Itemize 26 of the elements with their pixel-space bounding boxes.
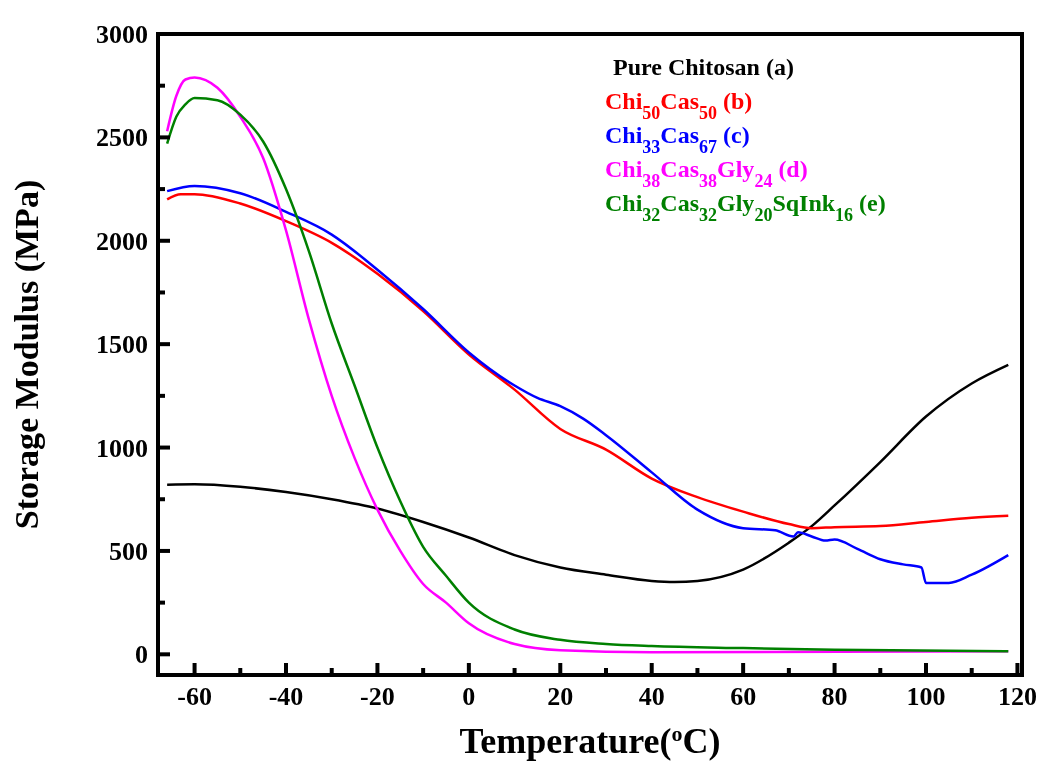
text: Chi$_{33}$Cas$_{67}$ (c): [605, 122, 750, 157]
x-tick-label: 80: [821, 682, 848, 711]
line-series: [165, 193, 1010, 530]
y-axis-title: Storage Modulus (MPa): [8, 179, 46, 530]
x-tick-label: -40: [268, 682, 304, 711]
x-tick-label: 60: [730, 682, 757, 711]
y-tick-label: 2000: [96, 226, 148, 256]
y-tick-label: 500: [109, 537, 148, 567]
x-tick-label: 120: [997, 682, 1037, 711]
y-tick-label: 3000: [96, 20, 148, 50]
x-tick-label: 0: [462, 682, 476, 711]
text: Pure Chitosan (a): [613, 54, 794, 80]
x-tick-label: 20: [547, 682, 574, 711]
y-tick-label: 1500: [96, 330, 148, 360]
x-tick-label: 40: [638, 682, 665, 711]
text: Chi$_{32}$Cas$_{32}$Gly$_{20}$SqInk$_{16}$ (e): [605, 190, 886, 225]
x-axis-title: Temperature($^{o}$C): [459, 720, 721, 761]
x-tick-label: -60: [177, 682, 212, 711]
y-tick-label: 0: [135, 640, 148, 670]
line-series: [165, 363, 1010, 584]
text: Chi$_{50}$Cas$_{50}$ (b): [605, 88, 753, 123]
text: Chi$_{38}$Cas$_{38}$Gly$_{24}$ (d): [605, 156, 808, 191]
y-tick-label: 1000: [96, 433, 148, 463]
x-tick-label: -20: [360, 682, 395, 711]
y-tick-label: 2500: [96, 123, 148, 153]
x-tick-label: 100: [906, 682, 946, 711]
